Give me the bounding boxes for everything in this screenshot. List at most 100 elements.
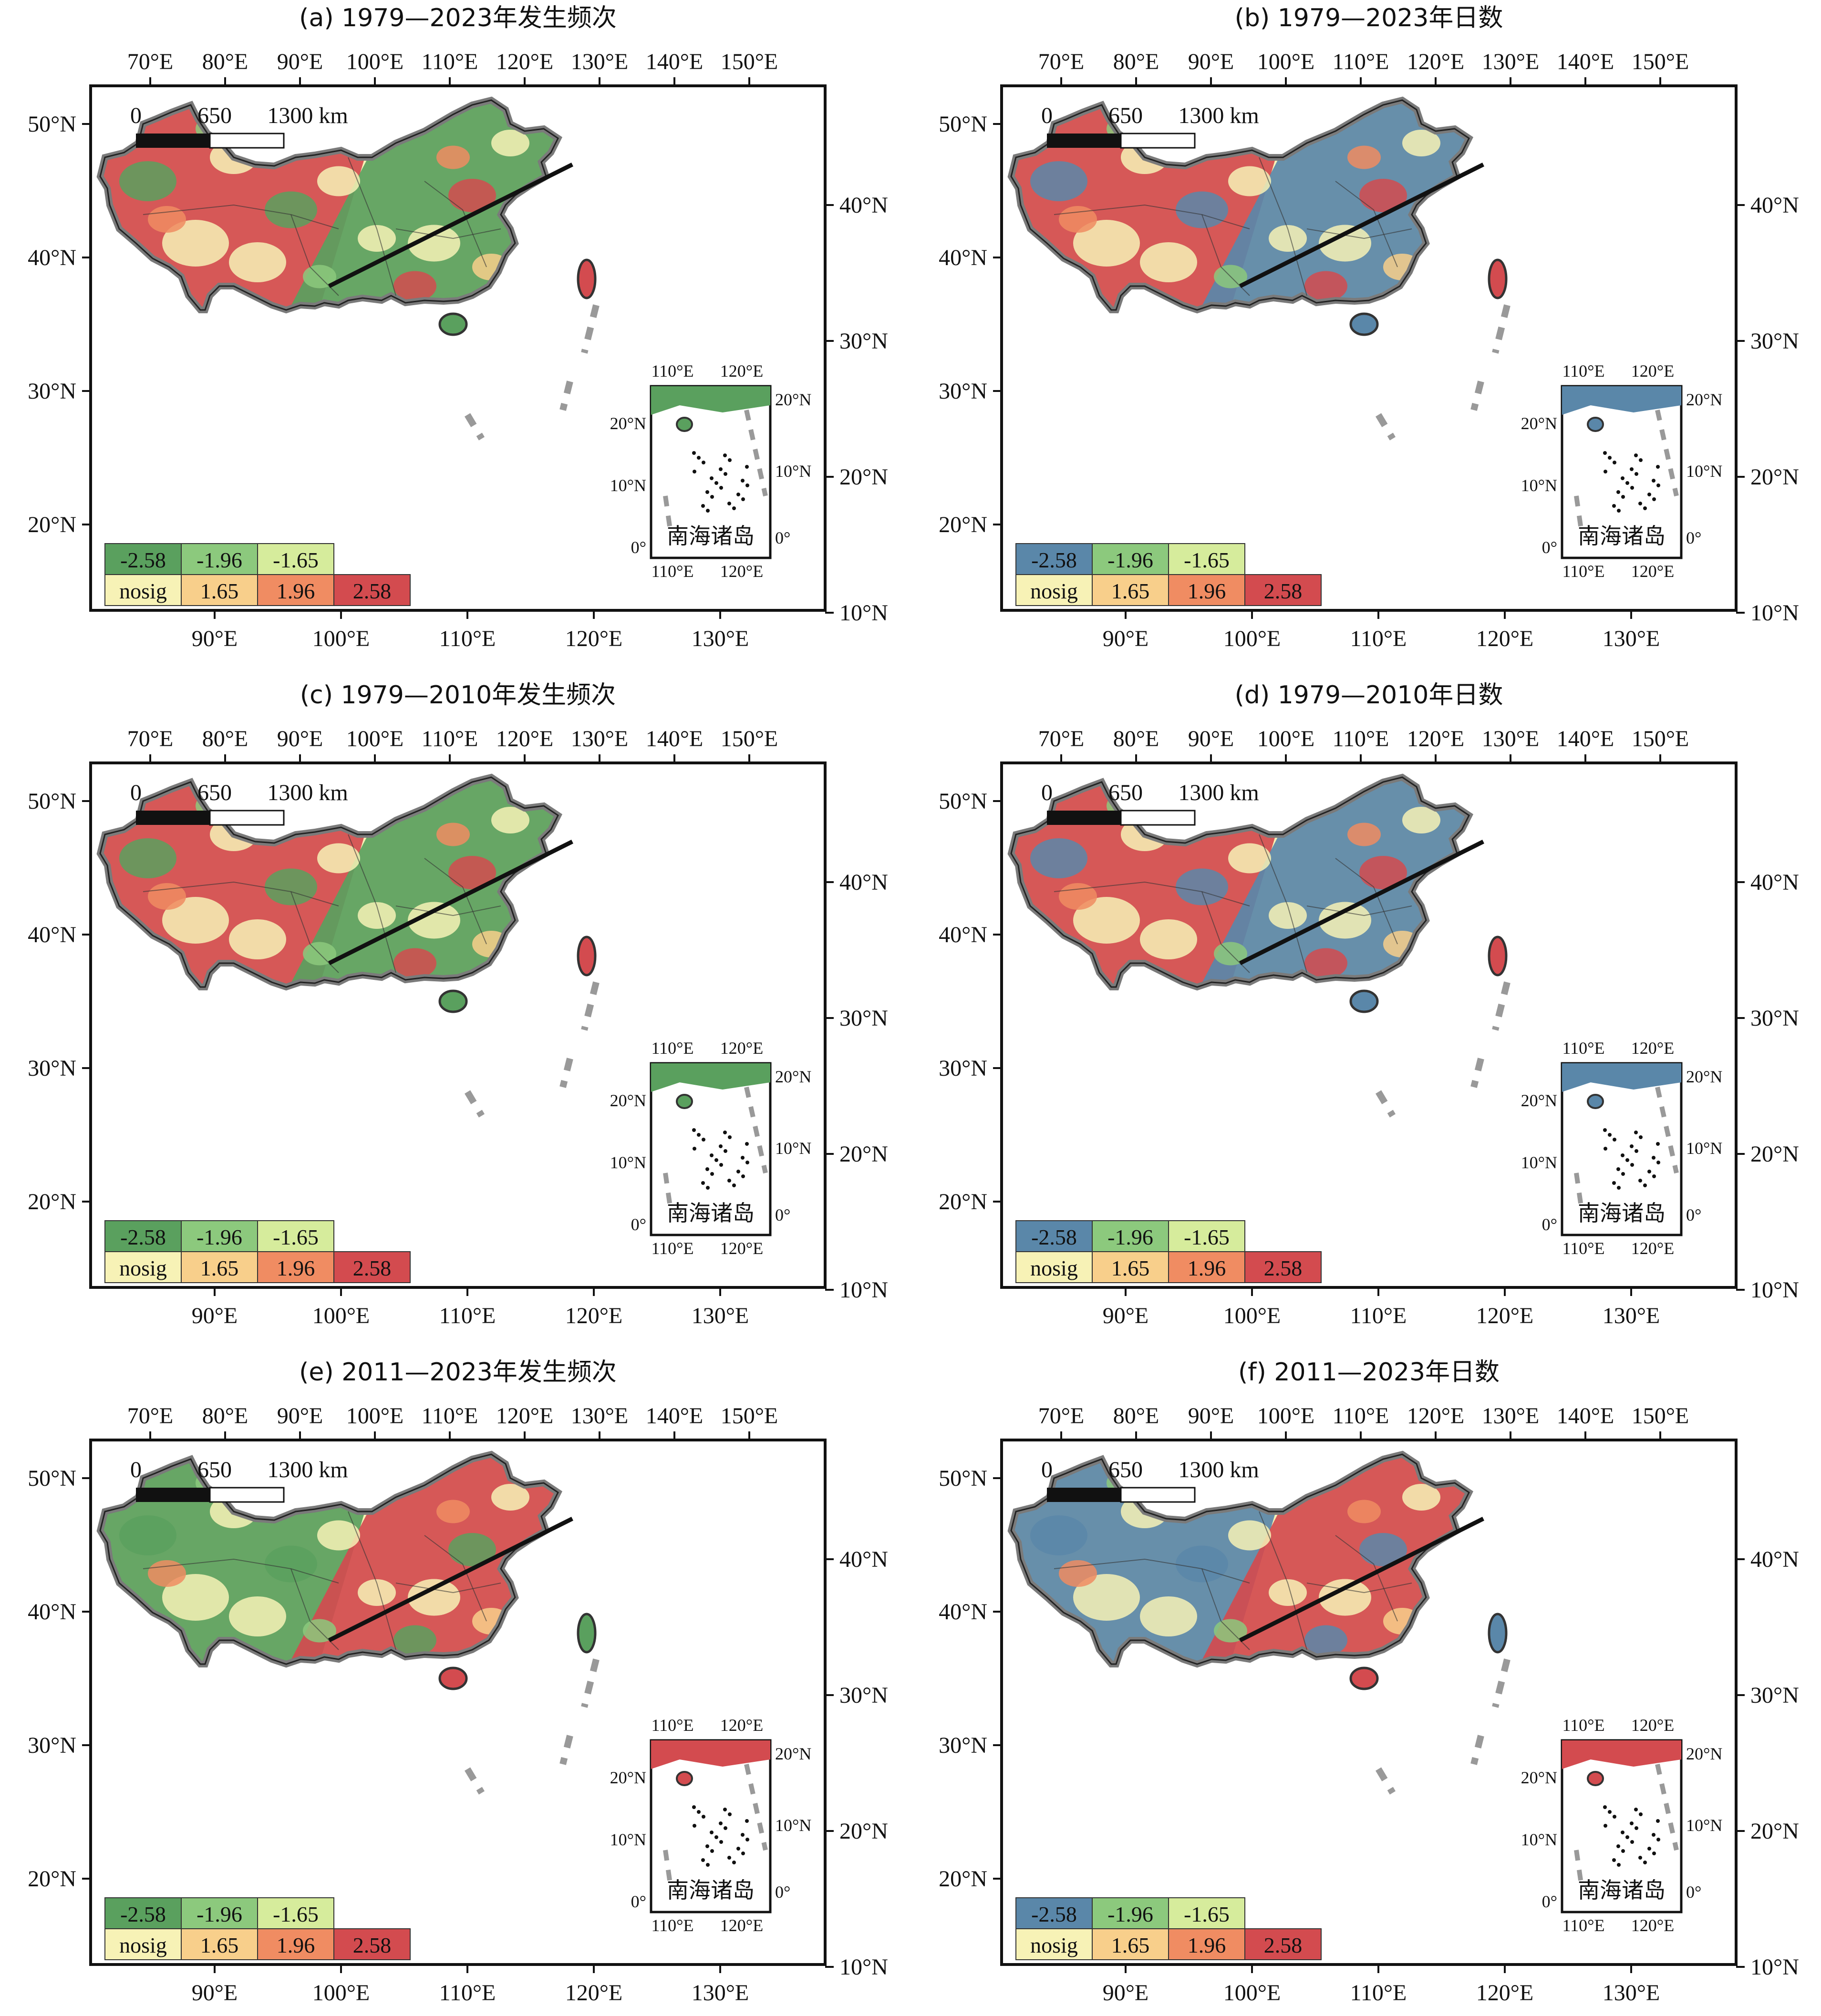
top-lon-tick: 90°E	[277, 49, 323, 74]
legend-label: 2.58	[353, 1256, 392, 1280]
hainan-island	[438, 989, 468, 1013]
province-boundary	[1306, 1583, 1412, 1594]
top-lon-tick: 110°E	[1333, 726, 1389, 751]
top-lon-tick: 120°E	[1407, 726, 1465, 751]
top-lon-tick: 120°E	[1407, 49, 1465, 74]
trend-patch	[448, 1533, 496, 1566]
boundary-dash	[464, 1658, 600, 1795]
inset-top-tick: 120°E	[720, 361, 763, 381]
inset-title: 南海诸岛	[667, 1877, 755, 1903]
right-lat-tick: 20°N	[839, 1819, 888, 1844]
legend: -2.58 -1.96 -1.65 nosig 1.65 1.96 2.58	[104, 1897, 411, 1960]
legend-swatch	[1244, 574, 1322, 606]
trend-patch	[1319, 902, 1371, 939]
trend-patch	[162, 220, 229, 267]
bottom-lon-tick: 100°E	[1223, 1303, 1281, 1328]
left-lat-tick: 30°N	[28, 1056, 76, 1081]
trend-patch	[1347, 145, 1381, 169]
trend-patch	[1030, 838, 1087, 878]
scale-bar: 0 650 1300 km	[1041, 1457, 1259, 1503]
legend-label: -2.58	[120, 548, 166, 572]
legend-label: nosig	[1030, 579, 1078, 603]
left-lat-tick: 30°N	[939, 379, 987, 404]
legend-label: 1.96	[277, 1256, 315, 1280]
trend-patch	[119, 161, 176, 201]
trend-patch	[1030, 161, 1087, 201]
inset-right-tick: 0°	[1686, 1205, 1701, 1224]
legend-label: 1.65	[200, 579, 239, 603]
top-lon-tick: 140°E	[646, 726, 704, 751]
inset-right-tick: 10°N	[1686, 1139, 1722, 1158]
bottom-lon-tick: 120°E	[565, 626, 623, 651]
trend-patch	[265, 1545, 317, 1583]
inset-left-tick: 10°N	[610, 476, 646, 495]
right-lat-tick: 20°N	[839, 1142, 888, 1167]
legend-swatch	[1168, 543, 1245, 575]
top-lon-tick: 100°E	[346, 49, 404, 74]
legend-swatch	[333, 574, 411, 606]
legend-swatch	[104, 574, 182, 606]
province-boundary	[395, 1583, 501, 1594]
taiwan-island	[1488, 936, 1508, 977]
top-lon-tick: 70°E	[1038, 49, 1085, 74]
hainan-island	[1349, 1666, 1379, 1690]
top-lon-tick: 100°E	[346, 1403, 404, 1429]
inset-top-tick: 120°E	[1631, 361, 1674, 381]
inset-bottom-tick: 120°E	[720, 562, 763, 581]
scale-label-1300: 1300 km	[1178, 103, 1259, 128]
top-lon-tick: 80°E	[202, 49, 248, 74]
province-boundary	[1306, 228, 1412, 239]
scale-bar: 0 650 1300 km	[1041, 780, 1259, 826]
top-lon-tick: 90°E	[277, 726, 323, 751]
inset-right-tick: 10°N	[775, 1139, 811, 1158]
top-lon-tick: 100°E	[1257, 49, 1315, 74]
left-lat-tick: 20°N	[939, 512, 987, 537]
inset-bottom-tick: 110°E	[1562, 1239, 1604, 1258]
left-lat-tick: 40°N	[28, 245, 76, 270]
left-lat-tick: 30°N	[28, 379, 76, 404]
trend-patch	[1304, 948, 1347, 978]
legend-label: -1.96	[197, 1902, 242, 1926]
left-lat-tick: 50°N	[28, 1466, 76, 1491]
scale-label-650: 650	[197, 1457, 232, 1482]
inset-bottom-tick: 110°E	[1562, 1916, 1604, 1935]
inset-left-tick: 20°N	[1521, 1768, 1557, 1787]
inset-left-tick: 0°	[1542, 1215, 1557, 1234]
top-lon-tick: 120°E	[1407, 1403, 1465, 1429]
top-lon-tick: 150°E	[1632, 49, 1689, 74]
trend-patch	[162, 1574, 229, 1621]
inset-left-tick: 0°	[1542, 1892, 1557, 1911]
province-boundary	[395, 228, 501, 239]
legend-label: 1.96	[277, 579, 315, 603]
trend-patch	[1228, 1520, 1271, 1551]
left-lat-tick: 40°N	[939, 1599, 987, 1625]
taiwan-island	[577, 1613, 597, 1654]
right-lat-tick: 20°N	[839, 464, 888, 490]
province-boundary	[424, 181, 487, 267]
inset-left-tick: 20°N	[610, 1768, 646, 1787]
right-lat-tick: 20°N	[1750, 464, 1799, 490]
bottom-lon-tick: 130°E	[692, 1980, 749, 2006]
left-lat-tick: 30°N	[939, 1733, 987, 1758]
legend-label: nosig	[119, 579, 167, 603]
legend-swatch	[1092, 574, 1169, 606]
inset-left-tick: 10°N	[1521, 1830, 1557, 1849]
legend-label: nosig	[119, 1256, 167, 1280]
top-lon-tick: 70°E	[1038, 726, 1085, 751]
legend-label: -2.58	[1031, 1225, 1077, 1249]
scale-label-1300: 1300 km	[267, 780, 348, 805]
inset-right-tick: 20°N	[775, 1067, 811, 1086]
province-boundary	[1054, 204, 1250, 229]
inset-left-tick: 20°N	[610, 1091, 646, 1110]
taiwan-island	[1488, 258, 1508, 299]
legend-label: -1.65	[273, 1225, 319, 1249]
trend-patch	[148, 883, 186, 910]
inset-left-tick: 10°N	[610, 1153, 646, 1172]
left-lat-tick: 40°N	[28, 922, 76, 947]
top-lon-tick: 150°E	[1632, 1403, 1689, 1429]
trend-patch	[1176, 868, 1228, 905]
trend-patch	[491, 1484, 529, 1511]
trend-patch	[393, 1625, 436, 1656]
panel-title: (b) 1979—2023年日数	[1235, 4, 1503, 32]
province-boundary	[348, 1511, 396, 1650]
